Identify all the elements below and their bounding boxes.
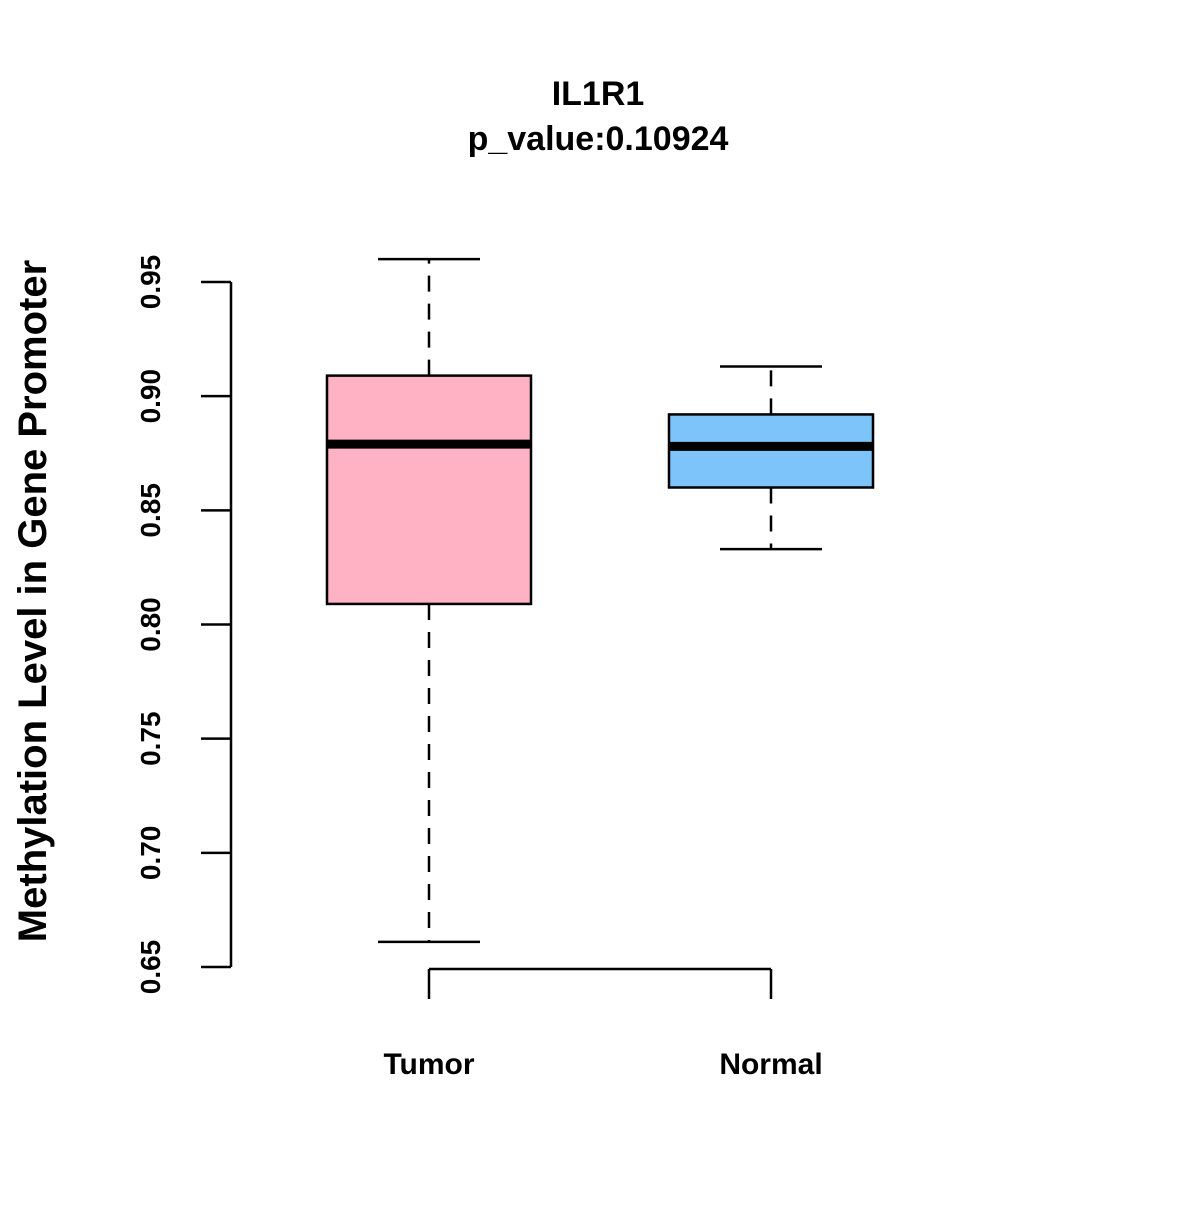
- y-tick-label-0.80: 0.80: [135, 597, 166, 652]
- x-axis: Tumor Normal: [383, 967, 823, 1081]
- x-tick-label-tumor: Tumor: [383, 1048, 474, 1081]
- y-tick-label-0.90: 0.90: [135, 369, 166, 424]
- box-group: [325, 257, 875, 944]
- iqr-box-tumor: [325, 374, 533, 606]
- y-tick-label-0.70: 0.70: [135, 826, 166, 881]
- x-tick-label-normal: Normal: [719, 1048, 822, 1081]
- y-tick-label-0.95: 0.95: [135, 255, 166, 310]
- y-axis: 0.65 0.70 0.75 0.80 0.85 0.90 0.95: [135, 255, 233, 995]
- iqr-box-normal: [667, 413, 875, 489]
- chart-subtitle: p_value:0.10924: [468, 120, 729, 158]
- y-axis-label: Methylation Level in Gene Promoter: [11, 260, 55, 942]
- box-normal: [667, 365, 875, 551]
- box-tumor: [325, 257, 533, 944]
- chart-title: IL1R1: [552, 75, 645, 113]
- y-tick-label-0.85: 0.85: [135, 483, 166, 538]
- y-tick-label-0.65: 0.65: [135, 940, 166, 995]
- y-tick-label-0.75: 0.75: [135, 711, 166, 766]
